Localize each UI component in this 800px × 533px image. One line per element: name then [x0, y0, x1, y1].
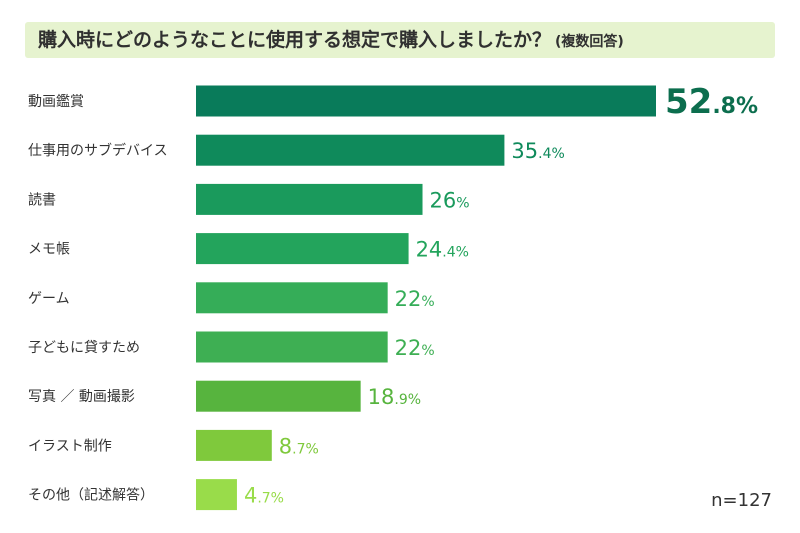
- category-label: ゲーム: [28, 291, 70, 307]
- chart-title-sub: (複数回答): [555, 34, 624, 50]
- category-label: その他（記述解答）: [28, 487, 154, 504]
- category-label: 子どもに貸すため: [28, 340, 140, 356]
- category-label: 写真 ／ 動画撮影: [28, 388, 135, 405]
- value-label: 24.4%: [416, 238, 469, 262]
- value-label: 26%: [430, 188, 470, 212]
- bar: [196, 134, 505, 166]
- value-label: 18.9%: [368, 385, 421, 409]
- bar: [196, 479, 237, 511]
- bar: [196, 233, 409, 265]
- value-label: 52.8%: [665, 82, 758, 122]
- bar: [196, 183, 423, 215]
- value-label: 8.7%: [279, 434, 319, 458]
- bar: [196, 331, 388, 363]
- category-label: イラスト制作: [28, 438, 112, 454]
- category-label: 仕事用のサブデバイス: [28, 142, 168, 159]
- chart-title: 購入時にどのようなことに使用する想定で購入しましたか？ (複数回答): [38, 26, 624, 56]
- title-band: [25, 22, 775, 58]
- category-label: 読書: [28, 191, 56, 208]
- value-label: 22%: [395, 287, 435, 311]
- bar: [196, 429, 272, 461]
- category-label: メモ帳: [28, 242, 70, 258]
- chart-title-main: 購入時にどのようなことに使用する想定で購入しましたか？: [38, 29, 552, 51]
- bar: [196, 85, 656, 117]
- value-label: 35.4%: [511, 139, 564, 163]
- bar: [196, 282, 388, 314]
- sample-size-note: n=127: [711, 490, 772, 511]
- value-label: 4.7%: [244, 484, 284, 508]
- bar: [196, 380, 361, 412]
- category-label: 動画鑑賞: [28, 93, 84, 110]
- value-label: 22%: [395, 336, 435, 360]
